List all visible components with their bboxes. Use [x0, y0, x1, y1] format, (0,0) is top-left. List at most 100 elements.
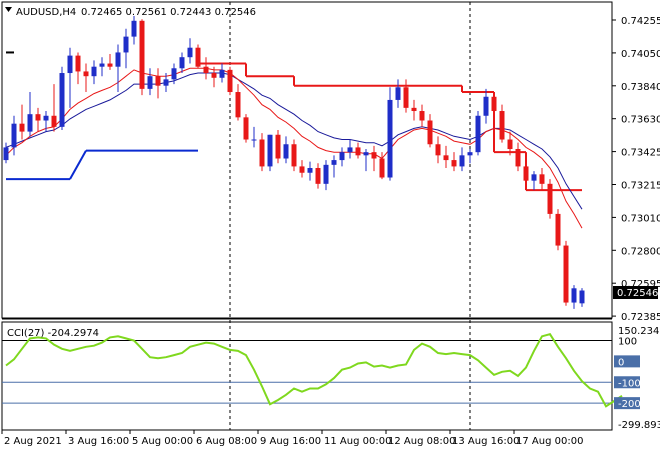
price-tick-label: 0.73425	[621, 148, 660, 159]
cci-axis-label: 0	[618, 357, 624, 368]
candle-body	[411, 107, 417, 112]
price-axis: 0.74255 0.74050 0.73840 0.73630 0.73425 0.732…	[612, 16, 660, 323]
candle-body	[203, 66, 209, 74]
candle-body	[107, 63, 113, 67]
cci-axis-label: 150.234	[618, 326, 659, 337]
price-tick-label: 0.72595	[621, 279, 660, 290]
candle-body	[459, 155, 465, 167]
candle-body	[371, 152, 377, 159]
candle-body	[443, 155, 449, 161]
candle-body	[579, 290, 585, 304]
candle-body	[339, 152, 345, 161]
candle-body	[395, 87, 401, 100]
candle-body	[11, 123, 17, 148]
candle-body	[59, 73, 65, 127]
candle-body	[355, 147, 361, 156]
cci-axis-label: -200	[618, 399, 641, 410]
cci-axis-label: -299.8938	[618, 420, 660, 431]
chart-frame	[1, 1, 613, 431]
candle-body	[451, 160, 457, 167]
candle-body	[291, 144, 297, 167]
candle-body	[307, 168, 313, 173]
candle-body	[419, 111, 425, 121]
candle-body	[499, 111, 505, 140]
candle-body	[563, 245, 569, 303]
candle-body	[211, 73, 217, 78]
candle-body	[251, 139, 257, 141]
candle-body	[187, 47, 193, 58]
candle-body	[51, 115, 57, 127]
candle-body	[363, 152, 369, 156]
candle-body	[403, 87, 409, 108]
candle-body	[539, 174, 545, 184]
candle-body	[275, 134, 281, 159]
candle-body	[3, 147, 9, 161]
time-tick-label: 12 Aug 08:00	[388, 436, 455, 447]
time-tick-label: 6 Aug 08:00	[196, 436, 257, 447]
candle-body	[475, 115, 481, 153]
candle-body	[515, 149, 521, 167]
candle-body	[507, 139, 513, 150]
vertical-grid	[229, 2, 471, 430]
candle-body	[323, 164, 329, 184]
candle-body	[435, 144, 441, 156]
cci-axis-label: -100	[618, 378, 641, 389]
current-price-box	[613, 286, 658, 299]
candle-body	[75, 55, 81, 72]
candle-body	[531, 174, 537, 181]
candle-body	[315, 168, 321, 184]
candle-body	[147, 76, 153, 89]
cci-pane-border	[1, 321, 613, 431]
price-tick-label: 0.74255	[621, 16, 660, 27]
time-tick-label: 2 Aug 2021	[4, 436, 62, 447]
candle-body	[35, 114, 41, 121]
stop-lines	[6, 51, 582, 192]
cci-level-badge	[614, 376, 640, 389]
candle-body	[379, 158, 385, 178]
candle-body	[131, 20, 137, 37]
price-tick-label: 0.72800	[621, 246, 660, 257]
candle-body	[163, 79, 169, 86]
candle-body	[491, 96, 497, 112]
candle-body	[547, 183, 553, 214]
cci-level-badge	[614, 355, 640, 368]
price-tick-label: 0.73630	[621, 115, 660, 126]
ohlc-readout: 0.72465 0.72561 0.72443 0.72546	[81, 7, 256, 18]
time-tick-label: 17 Aug 00:00	[516, 436, 583, 447]
time-axis: 2 Aug 2021 3 Aug 16:00 5 Aug 00:00 6 Aug 08…	[1, 430, 583, 447]
candle-body	[67, 55, 73, 74]
candle-body	[99, 63, 105, 67]
candle-body	[347, 147, 353, 153]
time-tick-label: 3 Aug 16:00	[68, 436, 129, 447]
candle-body	[331, 160, 337, 165]
time-tick-label: 5 Aug 00:00	[132, 436, 193, 447]
stop-up-connector	[69, 150, 87, 180]
candlesticks	[3, 16, 585, 309]
candle-body	[227, 69, 233, 93]
candle-body	[555, 213, 561, 246]
time-tick-label: 13 Aug 16:00	[452, 436, 519, 447]
candle-body	[467, 152, 473, 156]
candle-body	[91, 66, 97, 77]
chevron-down-icon[interactable]	[5, 7, 12, 12]
candle-body	[387, 99, 393, 178]
candle-body	[195, 47, 201, 67]
candle-body	[179, 57, 185, 69]
candle-body	[115, 52, 121, 67]
candle-body	[27, 114, 33, 132]
candle-body	[523, 166, 529, 181]
candle-body	[155, 76, 161, 86]
main-pane-border	[1, 1, 613, 319]
candle-body	[19, 123, 25, 132]
price-tick-label: 0.72385	[621, 312, 660, 323]
candle-body	[571, 288, 577, 303]
candle-body	[427, 120, 433, 145]
price-tick-label: 0.73215	[621, 181, 660, 192]
candle-body	[235, 92, 241, 118]
ema-fast-line	[5, 67, 583, 229]
candle-body	[171, 68, 177, 80]
price-tick-label: 0.73010	[621, 213, 660, 224]
symbol-timeframe-label: AUDUSD,H4	[16, 7, 76, 18]
